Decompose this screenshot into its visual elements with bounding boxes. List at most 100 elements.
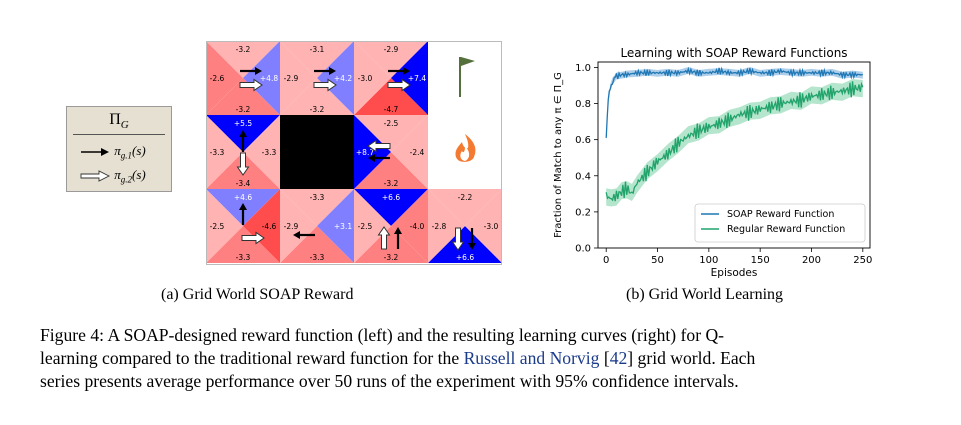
reward-value-bottom: -3.3 bbox=[236, 253, 251, 262]
reward-value-right: -3.0 bbox=[484, 222, 499, 231]
arrowhead bbox=[239, 130, 247, 137]
policy-arrow-hollow bbox=[236, 152, 250, 176]
arrowhead bbox=[255, 67, 262, 75]
reward-triangle-right bbox=[391, 189, 428, 263]
x-tick-label: 200 bbox=[802, 255, 821, 266]
reward-value-left: -2.6 bbox=[210, 74, 225, 83]
arrowhead bbox=[394, 227, 402, 234]
reward-triangle-bottom bbox=[354, 78, 428, 115]
reward-triangle-left bbox=[206, 189, 243, 263]
grid-cell-r1-c0: +5.5 -3.4 -3.3 -3.3 bbox=[206, 115, 280, 189]
grid-cell-r1-c1 bbox=[280, 115, 354, 189]
y-tick-label: 0.2 bbox=[575, 207, 591, 218]
grid-world-reward-map: -3.2 -3.2 -2.6 +4.8 -3.1 -3.2 -2.9 +4.2 -2.9 -4.7… bbox=[206, 41, 502, 265]
policy-arrow-hollow bbox=[387, 78, 411, 92]
reward-value-right: +4.2 bbox=[334, 74, 352, 83]
figure-caption: Figure 4: A SOAP-designed reward functio… bbox=[40, 324, 925, 393]
y-tick-label: 0.6 bbox=[575, 135, 591, 146]
reward-triangle-right bbox=[391, 41, 428, 115]
grid-cell-r2-c1: -3.3 -3.3 -2.9 +3.1 bbox=[280, 189, 354, 263]
reward-value-left: -2.8 bbox=[432, 222, 447, 231]
reward-value-bottom: -3.2 bbox=[384, 179, 399, 188]
reward-value-right: +4.8 bbox=[260, 74, 278, 83]
chart-title: Learning with SOAP Reward Functions bbox=[620, 46, 847, 60]
reward-triangle-left bbox=[206, 115, 243, 189]
reward-value-left: -2.9 bbox=[284, 74, 299, 83]
policy-arrow-hollow bbox=[377, 226, 391, 250]
x-tick-label: 250 bbox=[853, 255, 872, 266]
reward-value-right: -4.6 bbox=[262, 222, 277, 231]
reward-value-bottom: -3.2 bbox=[384, 253, 399, 262]
reward-value-top: -3.1 bbox=[310, 45, 325, 54]
grid-cell-r2-c0: +4.6 -3.3 -2.5 -4.6 bbox=[206, 189, 280, 263]
policy-arrow-hollow bbox=[241, 231, 265, 245]
series-1 bbox=[605, 79, 864, 207]
arrowhead bbox=[329, 67, 336, 75]
reward-value-top: -2.5 bbox=[384, 119, 399, 128]
series-0 bbox=[605, 66, 863, 142]
y-tick-label: 0.0 bbox=[575, 244, 591, 255]
reward-value-top: +6.6 bbox=[382, 193, 400, 202]
y-tick-label: 0.4 bbox=[575, 171, 591, 182]
y-tick-label: 1.0 bbox=[575, 63, 591, 74]
filled-arrow-icon bbox=[81, 148, 109, 157]
reward-triangle-bottom bbox=[280, 78, 354, 115]
citation-link-authors[interactable]: Russell and Norvig bbox=[463, 348, 600, 368]
grid-cell-r0-c3 bbox=[428, 41, 502, 115]
x-tick-label: 150 bbox=[751, 255, 770, 266]
policy-arrow-hollow bbox=[367, 139, 391, 153]
reward-triangle-bottom bbox=[206, 78, 280, 115]
grid-cell-r2-c2: +6.6 -3.2 -2.5 -4.0 bbox=[354, 189, 428, 263]
legend-item-policy-1: πg.1(s) bbox=[79, 143, 146, 161]
confidence-band bbox=[606, 67, 863, 142]
caption-line-2: learning compared to the traditional rew… bbox=[40, 348, 756, 368]
arrowhead bbox=[368, 154, 375, 162]
legend-frame bbox=[694, 203, 866, 243]
reward-value-left: -2.9 bbox=[284, 222, 299, 231]
grid-cell-r1-c2: -2.5 -3.2 +8.7 -2.4 bbox=[354, 115, 428, 189]
reward-value-top: -2.2 bbox=[458, 193, 473, 202]
reward-value-left: -2.5 bbox=[210, 222, 225, 231]
citation-link-ref[interactable]: 42 bbox=[609, 348, 628, 368]
caption-line-3: series presents average performance over… bbox=[40, 371, 739, 391]
reward-triangle-top bbox=[354, 41, 428, 78]
grid-cell-r0-c0: -3.2 -3.2 -2.6 +4.8 bbox=[206, 41, 280, 115]
reward-value-right: +3.1 bbox=[334, 222, 352, 231]
grid-cell-r2-c3: -2.2 +6.6 -2.8 -3.0 bbox=[428, 189, 502, 263]
reward-triangle-left bbox=[354, 41, 391, 115]
arrowhead bbox=[293, 231, 300, 239]
reward-value-top: +5.5 bbox=[234, 119, 252, 128]
reward-value-bottom: -4.7 bbox=[384, 105, 399, 114]
reward-value-left: -2.5 bbox=[358, 222, 373, 231]
reward-value-left: -3.0 bbox=[358, 74, 373, 83]
x-tick-label: 50 bbox=[651, 255, 664, 266]
reward-triangle-left bbox=[354, 115, 391, 189]
wall-cell bbox=[280, 115, 354, 189]
reward-triangle-left bbox=[280, 41, 317, 115]
grid-cell-r0-c1: -3.1 -3.2 -2.9 +4.2 bbox=[280, 41, 354, 115]
reward-triangle-top bbox=[206, 41, 280, 78]
reward-triangle-top bbox=[354, 189, 428, 226]
legend-divider bbox=[73, 134, 165, 135]
reward-value-bottom: +6.6 bbox=[456, 253, 474, 262]
arrowhead bbox=[468, 243, 476, 250]
reward-value-left: +8.7 bbox=[356, 148, 374, 157]
legend-entry: SOAP Reward Function bbox=[727, 209, 834, 220]
reward-triangle-left bbox=[354, 189, 391, 263]
series-line bbox=[605, 81, 864, 202]
reward-triangle-left bbox=[280, 189, 317, 263]
policy-arrow-hollow bbox=[451, 227, 465, 251]
x-tick-label: 100 bbox=[699, 255, 718, 266]
x-tick-label: 0 bbox=[603, 255, 609, 266]
reward-value-top: -2.9 bbox=[384, 45, 399, 54]
subcaption-a: (a) Grid World SOAP Reward bbox=[161, 286, 354, 303]
flag-icon bbox=[459, 57, 475, 97]
legend-title: ΠG bbox=[109, 111, 129, 132]
reward-value-top: +4.6 bbox=[234, 193, 252, 202]
reward-value-top: -3.3 bbox=[310, 193, 325, 202]
reward-triangle-left bbox=[206, 41, 243, 115]
fire-icon bbox=[455, 134, 476, 162]
reward-value-bottom: -3.3 bbox=[310, 253, 325, 262]
reward-value-top: -3.2 bbox=[236, 45, 251, 54]
reward-triangle-top bbox=[428, 189, 502, 226]
